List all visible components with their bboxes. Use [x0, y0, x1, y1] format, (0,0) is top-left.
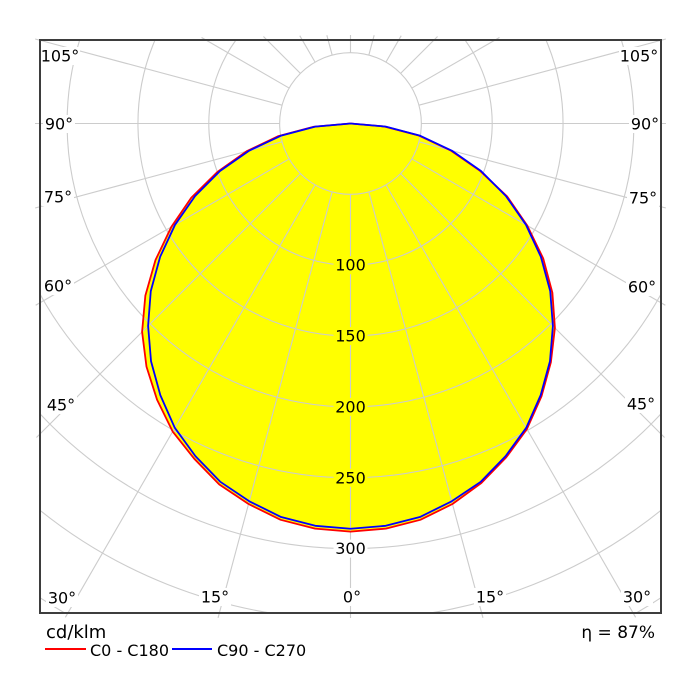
angle-label-bg — [199, 588, 231, 606]
ray-15 — [368, 191, 484, 618]
angle-label-bg — [42, 277, 74, 295]
angle-label-bg — [619, 47, 659, 65]
angle-label-bg — [627, 189, 659, 207]
angle-label-left-105: 105° — [41, 47, 80, 66]
angle-label-bg — [336, 588, 368, 606]
angle-label-bg — [46, 589, 78, 607]
angle-label-bg — [625, 395, 657, 413]
ray-165 — [368, 35, 375, 56]
angle-label-right-105: 105° — [620, 47, 659, 66]
ray-345 — [217, 191, 333, 618]
ring-label-150: 150 — [335, 327, 366, 346]
ray-30 — [385, 184, 637, 618]
angle-label-left-60: 60° — [44, 277, 72, 296]
angle-label-bottom-left-15: 15° — [201, 588, 229, 607]
curve-c90-c270 — [147, 122, 554, 530]
ray-120 — [411, 37, 500, 89]
angle-label-bg — [42, 188, 74, 206]
angle-label-right-60: 60° — [628, 278, 656, 297]
ray-195 — [326, 35, 333, 56]
ray-45 — [400, 173, 665, 438]
ray-75 — [418, 141, 666, 209]
angle-label-bg — [621, 588, 653, 606]
ring-label-bg — [333, 539, 368, 558]
ring-label-100: 100 — [335, 256, 366, 275]
angle-label-bg — [43, 115, 75, 133]
angle-label-bg — [626, 278, 658, 296]
angle-label-right-30: 30° — [623, 588, 651, 607]
plot-border — [39, 39, 662, 614]
ray-285 — [35, 141, 283, 209]
angle-label-right-45: 45° — [627, 395, 655, 414]
legend-label-c0-c180: C0 - C180 — [90, 641, 170, 660]
ray-225 — [263, 36, 301, 74]
angle-label-left-90: 90° — [45, 115, 73, 134]
ring-label-bg — [333, 397, 368, 416]
ring-label-bg — [333, 468, 368, 487]
angle-label-left-45: 45° — [47, 396, 75, 415]
angle-label-left-75: 75° — [44, 188, 72, 207]
angle-label-bg — [45, 396, 77, 414]
ring-label-250: 250 — [335, 468, 366, 487]
ray-330 — [64, 184, 316, 618]
unit-label: cd/klm — [46, 622, 107, 643]
ray-300 — [35, 158, 290, 306]
ray-135 — [400, 36, 438, 74]
ring-label-300: 300 — [335, 539, 366, 558]
angle-label-bg — [40, 47, 80, 65]
angle-label-bg — [474, 588, 506, 606]
legend-label-c90-c270: C90 - C270 — [217, 641, 307, 660]
ray-60 — [411, 158, 666, 306]
ring-label-200: 200 — [335, 397, 366, 416]
light-output-ratio: η = 87% — [581, 623, 655, 643]
angle-label-right-90: 90° — [631, 115, 659, 134]
legend-line-c0-c180 — [45, 648, 86, 650]
legend-line-c90-c270 — [172, 648, 212, 650]
ray-315 — [36, 173, 301, 438]
ring-label-bg — [333, 327, 368, 346]
angle-label-right-75: 75° — [629, 189, 657, 208]
angle-label-left-30: 30° — [48, 589, 76, 608]
ring-label-bg — [333, 256, 368, 275]
angle-label-bottom-right-15: 15° — [476, 588, 504, 607]
angle-label-bg — [629, 115, 661, 133]
ray-240 — [201, 37, 290, 89]
angle-label-bottom-0: 0° — [343, 588, 361, 607]
